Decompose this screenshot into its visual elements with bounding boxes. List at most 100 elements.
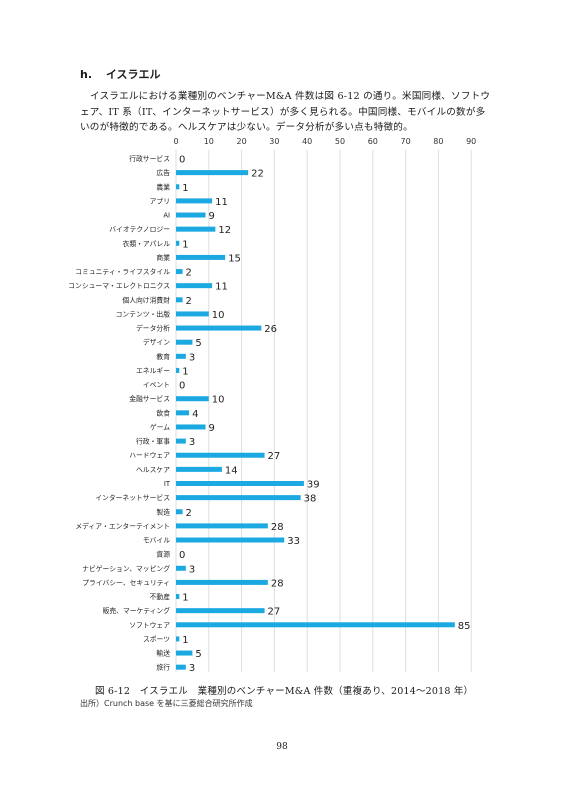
x-tick-label: 0 xyxy=(173,137,178,146)
category-label: 行政・軍事 xyxy=(136,437,170,446)
bar xyxy=(176,636,180,642)
value-label: 4 xyxy=(192,409,198,420)
bar xyxy=(176,269,183,275)
page-number: 98 xyxy=(276,742,288,752)
bar xyxy=(176,170,249,176)
bar xyxy=(176,353,186,359)
bar xyxy=(176,509,183,515)
bar xyxy=(176,297,183,303)
category-label: 商業 xyxy=(156,253,170,262)
category-label: 販売、マーケティング xyxy=(103,606,171,615)
value-label: 9 xyxy=(209,423,215,434)
bar xyxy=(176,622,455,628)
value-label: 5 xyxy=(195,649,201,660)
bar xyxy=(176,664,186,670)
bar xyxy=(176,565,186,571)
value-label: 3 xyxy=(189,663,195,674)
bar xyxy=(176,523,268,529)
value-label: 2 xyxy=(186,508,192,519)
category-label: ゲーム xyxy=(150,422,170,431)
section-title: イスラエル xyxy=(105,68,161,81)
x-tick-label: 30 xyxy=(269,137,279,146)
category-label: ヘルスケア xyxy=(136,466,170,474)
bar xyxy=(176,240,180,246)
category-label: イベント xyxy=(143,381,170,389)
category-label: インターネットサービス xyxy=(95,493,170,502)
value-label: 22 xyxy=(251,169,264,180)
value-label: 2 xyxy=(186,296,192,307)
bar xyxy=(176,283,213,289)
value-label: 28 xyxy=(271,578,284,589)
category-label: ハードウェア xyxy=(129,452,170,460)
value-label: 5 xyxy=(195,338,201,349)
bar xyxy=(176,198,213,204)
value-label: 3 xyxy=(189,437,195,448)
value-label: 1 xyxy=(182,239,188,250)
category-label: 旅行 xyxy=(156,663,170,672)
category-label: プライバシー、セキュリティ xyxy=(82,579,170,587)
category-label: 農業 xyxy=(156,182,170,191)
value-label: 9 xyxy=(209,211,215,222)
value-label: 0 xyxy=(179,550,185,561)
value-label: 28 xyxy=(271,522,284,533)
bar xyxy=(176,367,180,373)
section-number: h. xyxy=(80,68,93,81)
category-label: 不動産 xyxy=(150,592,171,601)
value-label: 26 xyxy=(264,324,277,335)
value-label: 10 xyxy=(212,310,225,321)
category-label: 金融サービス xyxy=(129,394,170,403)
value-label: 0 xyxy=(179,155,185,166)
bar xyxy=(176,184,180,190)
category-label: ソフトウェア xyxy=(129,621,170,629)
bar xyxy=(176,650,193,656)
bar xyxy=(176,438,186,444)
value-label: 10 xyxy=(212,395,225,406)
bar xyxy=(176,495,301,501)
bar xyxy=(176,212,206,218)
value-label: 38 xyxy=(304,494,317,505)
x-tick-label: 80 xyxy=(433,137,443,146)
bar xyxy=(176,466,222,472)
category-label: 教育 xyxy=(156,352,170,361)
value-label: 12 xyxy=(218,225,231,236)
value-label: 27 xyxy=(268,451,281,462)
value-label: 1 xyxy=(182,593,188,604)
category-label: 製造 xyxy=(156,507,170,516)
bar xyxy=(176,608,265,614)
category-label: エネルギー xyxy=(136,367,170,375)
value-label: 2 xyxy=(186,268,192,279)
category-label: モバイル xyxy=(143,537,170,545)
value-label: 11 xyxy=(215,282,228,293)
category-label: メディア・エンターテイメント xyxy=(75,521,170,530)
x-tick-label: 10 xyxy=(204,137,214,146)
value-label: 33 xyxy=(287,536,300,547)
x-tick-label: 90 xyxy=(466,137,476,146)
value-label: 3 xyxy=(189,564,195,575)
bar xyxy=(176,594,180,600)
bar xyxy=(176,311,209,317)
section-heading: h. イスラエル xyxy=(80,66,161,82)
category-label: 輸送 xyxy=(156,649,170,658)
value-label: 11 xyxy=(215,197,228,208)
bar xyxy=(176,452,265,458)
bar xyxy=(176,410,190,416)
category-label: コンシューマ・エレクトロニクス xyxy=(68,282,170,290)
value-label: 27 xyxy=(268,607,281,618)
category-label: 個人向け消費財 xyxy=(122,295,170,304)
x-tick-label: 70 xyxy=(401,137,411,146)
bar xyxy=(176,339,193,345)
value-label: 0 xyxy=(179,381,185,392)
body-paragraph: イスラエルにおける業種別のベンチャーM&A 件数は図 6-12 の通り。米国同様… xyxy=(80,91,491,133)
category-label: ナビゲーション、マッピング xyxy=(82,564,170,573)
value-label: 1 xyxy=(182,183,188,194)
category-label: AI xyxy=(163,212,170,220)
bar xyxy=(176,537,285,543)
x-tick-label: 50 xyxy=(335,137,345,146)
value-label: 39 xyxy=(307,479,320,490)
bar xyxy=(176,226,216,232)
category-label: データ分析 xyxy=(136,324,170,333)
category-label: 行政サービス xyxy=(129,154,170,163)
category-label: デザイン xyxy=(143,338,170,347)
category-label: 資源 xyxy=(156,550,170,559)
bar xyxy=(176,396,209,402)
